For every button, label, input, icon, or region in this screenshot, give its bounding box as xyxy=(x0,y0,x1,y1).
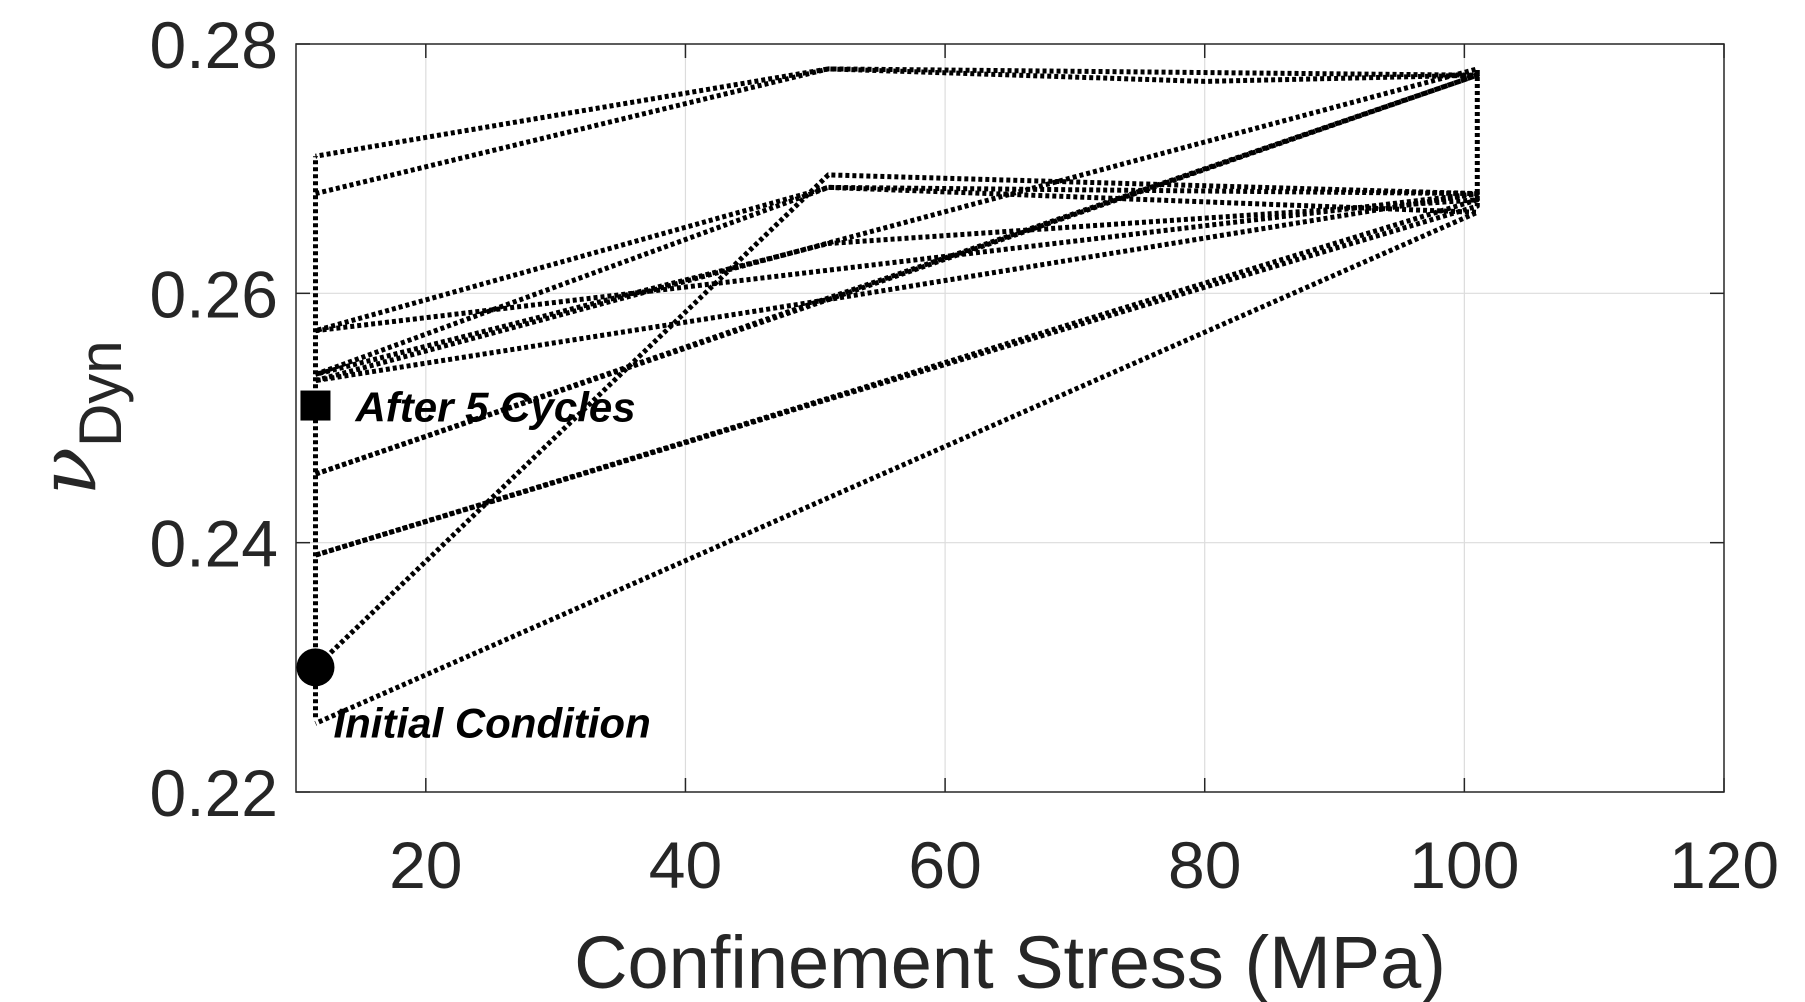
x-axis-label: Confinement Stress (MPa) xyxy=(574,921,1446,1002)
plot-area xyxy=(296,44,1724,792)
y-tick-label: 0.28 xyxy=(150,8,278,82)
y-axis-label: νDyn xyxy=(21,340,134,495)
after-cycles-marker xyxy=(300,390,331,421)
initial-condition-marker xyxy=(296,648,335,687)
y-tick-label: 0.24 xyxy=(150,507,278,581)
initial-condition-label: Initial Condition xyxy=(333,699,650,746)
ticks: 20 40 60 80 100 120 0.22 0.24 0.26 0.28 xyxy=(150,8,1780,902)
series-line xyxy=(314,66,1480,197)
x-tick-label: 40 xyxy=(649,828,722,902)
y-tick-label: 0.22 xyxy=(150,756,278,830)
series-line xyxy=(314,66,1480,558)
x-tick-label: 80 xyxy=(1168,828,1241,902)
x-tick-label: 120 xyxy=(1669,828,1779,902)
series-line xyxy=(314,72,1480,477)
y-tick-label: 0.26 xyxy=(150,257,278,331)
y-axis-label-symbol: ν xyxy=(21,447,114,496)
markers-group: Initial Condition After 5 Cycles xyxy=(296,384,651,746)
x-tick-label: 100 xyxy=(1409,828,1519,902)
y-axis-label-subscript: Dyn xyxy=(67,340,134,447)
plot-frame xyxy=(295,43,1725,793)
x-tick-label: 20 xyxy=(389,828,462,902)
after-cycles-label: After 5 Cycles xyxy=(354,384,635,431)
x-tick-label: 60 xyxy=(908,828,981,902)
series-line xyxy=(314,184,1480,334)
series-line xyxy=(314,184,1480,726)
series-line xyxy=(314,197,1480,558)
series-group xyxy=(313,66,1480,726)
